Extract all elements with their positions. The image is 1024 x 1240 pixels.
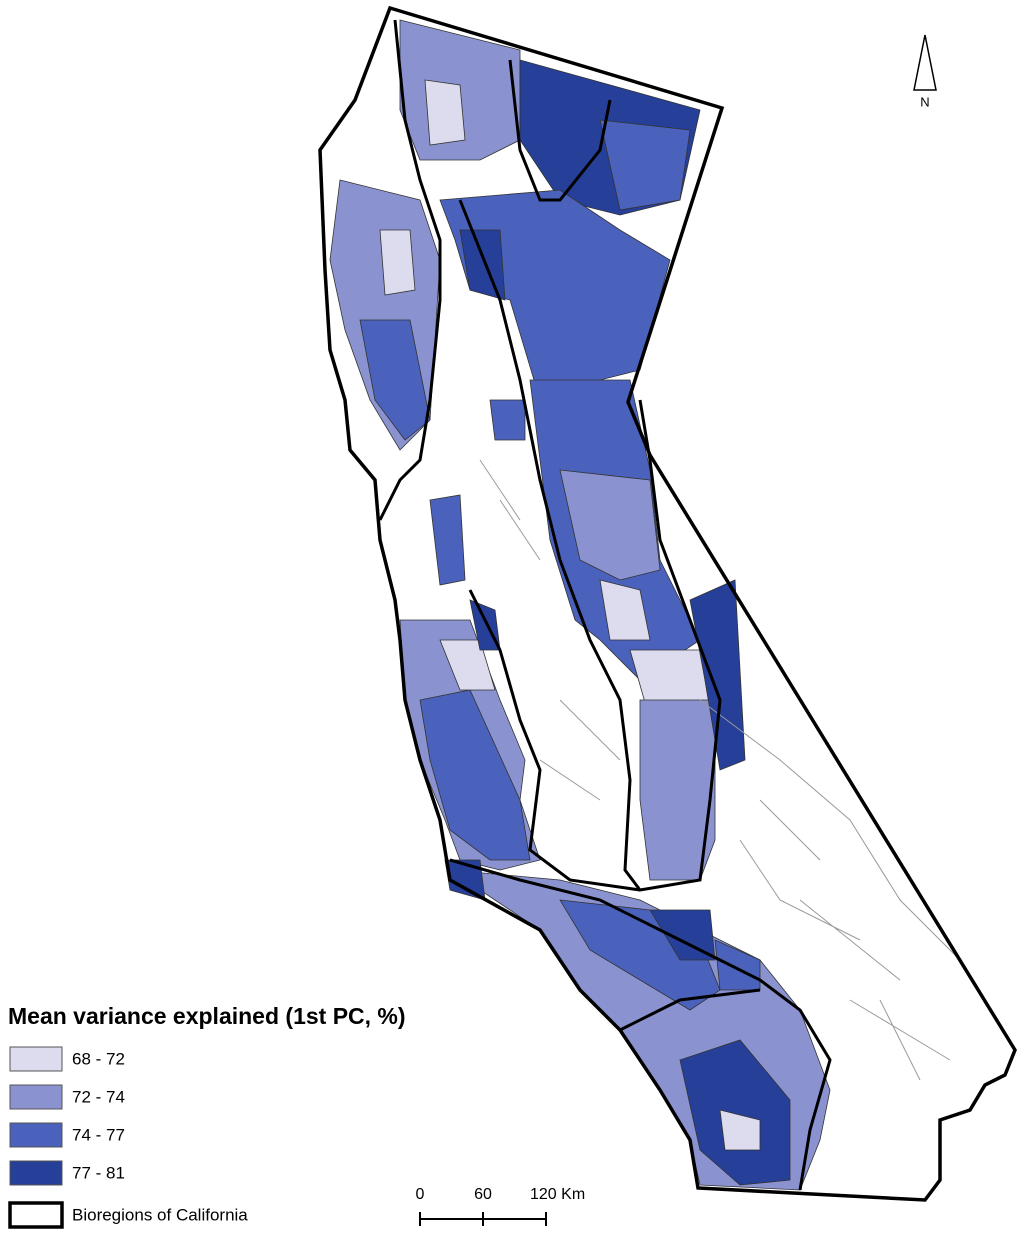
legend-label: 74 - 77 xyxy=(72,1125,125,1144)
watershed xyxy=(429,494,466,586)
watershed xyxy=(599,119,691,211)
watershed xyxy=(424,79,466,146)
watershed xyxy=(559,469,661,581)
state-border xyxy=(318,5,1017,1202)
legend-swatch xyxy=(9,1160,63,1186)
watershed xyxy=(439,639,496,691)
watershed xyxy=(649,909,716,961)
watershed xyxy=(679,1039,791,1186)
watersheds xyxy=(329,19,831,1191)
north-label: N xyxy=(920,94,929,109)
legend-label: Bioregions of California xyxy=(72,1205,248,1224)
watershed xyxy=(599,579,651,641)
watershed xyxy=(489,399,526,441)
scale-bar xyxy=(419,1212,547,1226)
north-arrow xyxy=(913,34,937,91)
legend-swatch xyxy=(9,1084,63,1110)
scale-label: 60 xyxy=(474,1186,492,1203)
legend-title: Mean variance explained (1st PC, %) xyxy=(8,1003,406,1029)
scale-label: 0 xyxy=(416,1186,425,1203)
watershed xyxy=(379,229,416,296)
bioregion-boundaries xyxy=(378,19,832,1191)
watershed xyxy=(359,319,431,441)
scale-label: 120 Km xyxy=(530,1186,585,1203)
legend-swatch xyxy=(9,1122,63,1148)
legend-label: 68 - 72 xyxy=(72,1049,125,1068)
watershed xyxy=(719,1109,761,1151)
legend-swatch xyxy=(9,1046,63,1072)
legend-label: 77 - 81 xyxy=(72,1163,125,1182)
legend: Mean variance explained (1st PC, %) Bior… xyxy=(8,1003,406,1229)
legend-label: 72 - 74 xyxy=(72,1087,125,1106)
legend-swatch xyxy=(8,1201,64,1229)
watershed xyxy=(419,689,531,861)
watershed-boundaries xyxy=(479,459,961,1081)
